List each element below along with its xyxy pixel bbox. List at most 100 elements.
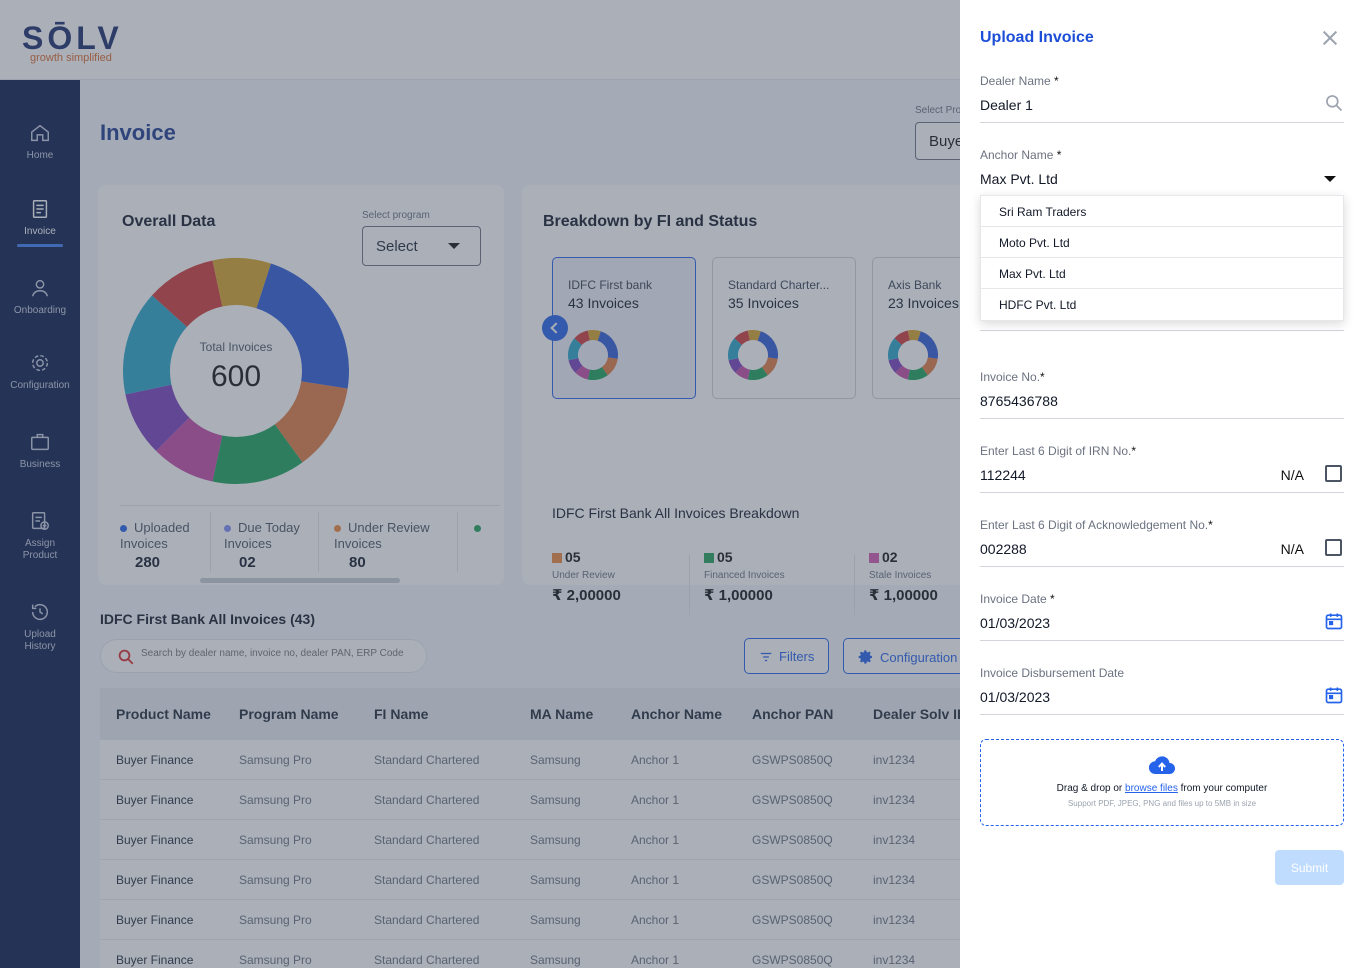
table-cell: inv1234: [873, 873, 916, 887]
dealer-name-input[interactable]: Dealer 1: [980, 95, 1344, 123]
table-row[interactable]: Buyer Finance Samsung Pro Standard Charter…: [100, 820, 1100, 860]
invoice-date-field: Invoice Date * 01/03/2023: [980, 592, 1344, 641]
donut-slice-4: [888, 358, 903, 373]
dealer-name-field: Dealer Name * Dealer 1: [980, 74, 1344, 123]
field-value: 8765436788: [980, 393, 1058, 409]
dropdown-option[interactable]: Sri Ram Traders: [981, 196, 1343, 227]
irn-input[interactable]: 112244 N/A: [980, 465, 1344, 493]
column-header[interactable]: MA Name: [530, 706, 594, 722]
user-icon: [31, 279, 49, 297]
carousel-prev-button[interactable]: [542, 315, 568, 341]
search-input[interactable]: [141, 648, 421, 659]
fi-card-idfc[interactable]: IDFC First bank 43 Invoices: [552, 257, 696, 399]
table-row[interactable]: Buyer Finance Samsung Pro Standard Charter…: [100, 940, 1100, 968]
column-header[interactable]: Product Name: [116, 706, 211, 722]
fi-count: 35 Invoices: [728, 295, 799, 311]
calendar-icon[interactable]: [1324, 685, 1344, 705]
disbursement-date-input[interactable]: 01/03/2023: [980, 687, 1344, 715]
close-icon[interactable]: [1322, 30, 1338, 46]
anchor-name-dropdown: Sri Ram Traders Moto Pvt. Ltd Max Pvt. L…: [980, 195, 1344, 321]
irn-na-checkbox[interactable]: [1325, 465, 1342, 482]
table-cell: Samsung Pro: [239, 953, 312, 967]
search-icon[interactable]: [1324, 93, 1344, 113]
select-program-value: Select: [376, 238, 418, 255]
browse-files-link[interactable]: browse files: [1125, 783, 1178, 794]
upload-invoice-panel: Upload Invoice Dealer Name * Dealer 1 An…: [960, 0, 1366, 968]
calendar-icon[interactable]: [1324, 611, 1344, 631]
table-row[interactable]: Buyer Finance Samsung Pro Standard Charter…: [100, 860, 1100, 900]
filters-button[interactable]: Filters: [744, 638, 829, 674]
invoice-no-input[interactable]: 8765436788: [980, 393, 1344, 419]
modal-backdrop[interactable]: [0, 0, 960, 968]
donut-slice-5: [568, 338, 582, 361]
overall-title: Overall Data: [122, 213, 216, 230]
legend-dot: [224, 525, 231, 533]
donut-center-label: Total Invoices: [199, 340, 273, 354]
divider: [457, 512, 458, 572]
table-cell: Samsung: [530, 913, 581, 927]
dropdown-option[interactable]: Moto Pvt. Ltd: [981, 227, 1343, 258]
column-header[interactable]: Anchor PAN: [752, 706, 834, 722]
ack-na-checkbox[interactable]: [1325, 539, 1342, 556]
table-row[interactable]: Buyer Finance Samsung Pro Standard Charter…: [100, 740, 1100, 780]
table-cell: Anchor 1: [631, 913, 680, 927]
field-label: Enter Last 6 Digit of IRN No.: [980, 444, 1132, 458]
caret-down-icon: [1324, 176, 1336, 182]
stat-under-review: Under Review Invoices 80: [334, 520, 449, 571]
donut-slice-2: [907, 367, 928, 380]
ack-input[interactable]: 002288 N/A: [980, 539, 1344, 567]
home-icon: [31, 124, 49, 142]
donut-slice-4: [125, 384, 190, 451]
table-cell: GSWPS0850Q: [752, 793, 833, 807]
sidebar-item-home[interactable]: Home: [0, 122, 80, 162]
dropdown-option[interactable]: Max Pvt. Ltd: [981, 258, 1343, 289]
column-header[interactable]: Anchor Name: [631, 706, 723, 722]
donut-slice-0: [256, 263, 349, 389]
fi-donut-chart: [728, 330, 778, 380]
breakdown-label: Under Review: [552, 570, 615, 581]
sidebar-item-business[interactable]: Business: [0, 431, 80, 471]
fi-count: 43 Invoices: [568, 295, 639, 311]
select-program-dropdown[interactable]: Select: [362, 226, 481, 266]
sidebar-item-upload-history[interactable]: Upload History: [0, 601, 80, 653]
field-label: Anchor Name: [980, 148, 1054, 162]
configuration-button[interactable]: Configuration: [843, 638, 960, 674]
donut-slice-6: [574, 330, 590, 345]
sidebar-item-onboarding[interactable]: Onboarding: [0, 277, 80, 317]
sidebar-item-configuration[interactable]: Configuration: [0, 352, 80, 392]
sidebar-item-assign-product[interactable]: Assign Product: [0, 510, 80, 562]
dropdown-option[interactable]: HDFC Pvt. Ltd: [999, 298, 1077, 312]
table-cell: GSWPS0850Q: [752, 833, 833, 847]
table-cell: Samsung: [530, 793, 581, 807]
sidebar-item-invoice[interactable]: Invoice: [0, 198, 80, 247]
table-cell: Buyer Finance: [116, 793, 194, 807]
sidebar-item-label: Configuration: [10, 380, 70, 391]
table-cell: Standard Chartered: [374, 913, 480, 927]
file-dropzone[interactable]: Drag & drop or browse files from your co…: [980, 739, 1344, 826]
donut-slice-1: [921, 357, 938, 376]
column-header[interactable]: FI Name: [374, 706, 429, 722]
table-row[interactable]: Buyer Finance Samsung Pro Standard Charter…: [100, 900, 1100, 940]
table-row[interactable]: Buyer Finance Samsung Pro Standard Charter…: [100, 780, 1100, 820]
briefcase-icon: [31, 433, 49, 451]
submit-button[interactable]: Submit: [1275, 850, 1344, 885]
column-header[interactable]: Program Name: [239, 706, 339, 722]
table-cell: GSWPS0850Q: [752, 913, 833, 927]
anchor-name-select[interactable]: Max Pvt. Ltd: [980, 171, 1344, 197]
configuration-label: Configuration: [880, 650, 958, 665]
table-cell: Standard Chartered: [374, 953, 480, 967]
invoice-date-input[interactable]: 01/03/2023: [980, 613, 1344, 641]
column-header[interactable]: Dealer Solv ID: [873, 706, 968, 722]
page-title: Invoice: [100, 120, 176, 145]
table-cell: Samsung: [530, 873, 581, 887]
fi-card-standard-chartered[interactable]: Standard Charter... 35 Invoices: [712, 257, 856, 399]
donut-slice-6: [894, 330, 910, 345]
table-cell: inv1234: [873, 833, 916, 847]
field-label: Invoice Disbursement Date: [980, 666, 1125, 680]
donut-slice-0: [917, 331, 938, 359]
breakdown-count: 05: [717, 549, 733, 565]
main-content: Invoice Select Pro Buye Overall Data Sel…: [80, 80, 1366, 968]
horizontal-scrollbar[interactable]: [200, 578, 400, 583]
divider: [210, 512, 211, 572]
legend-dot: [474, 525, 481, 533]
